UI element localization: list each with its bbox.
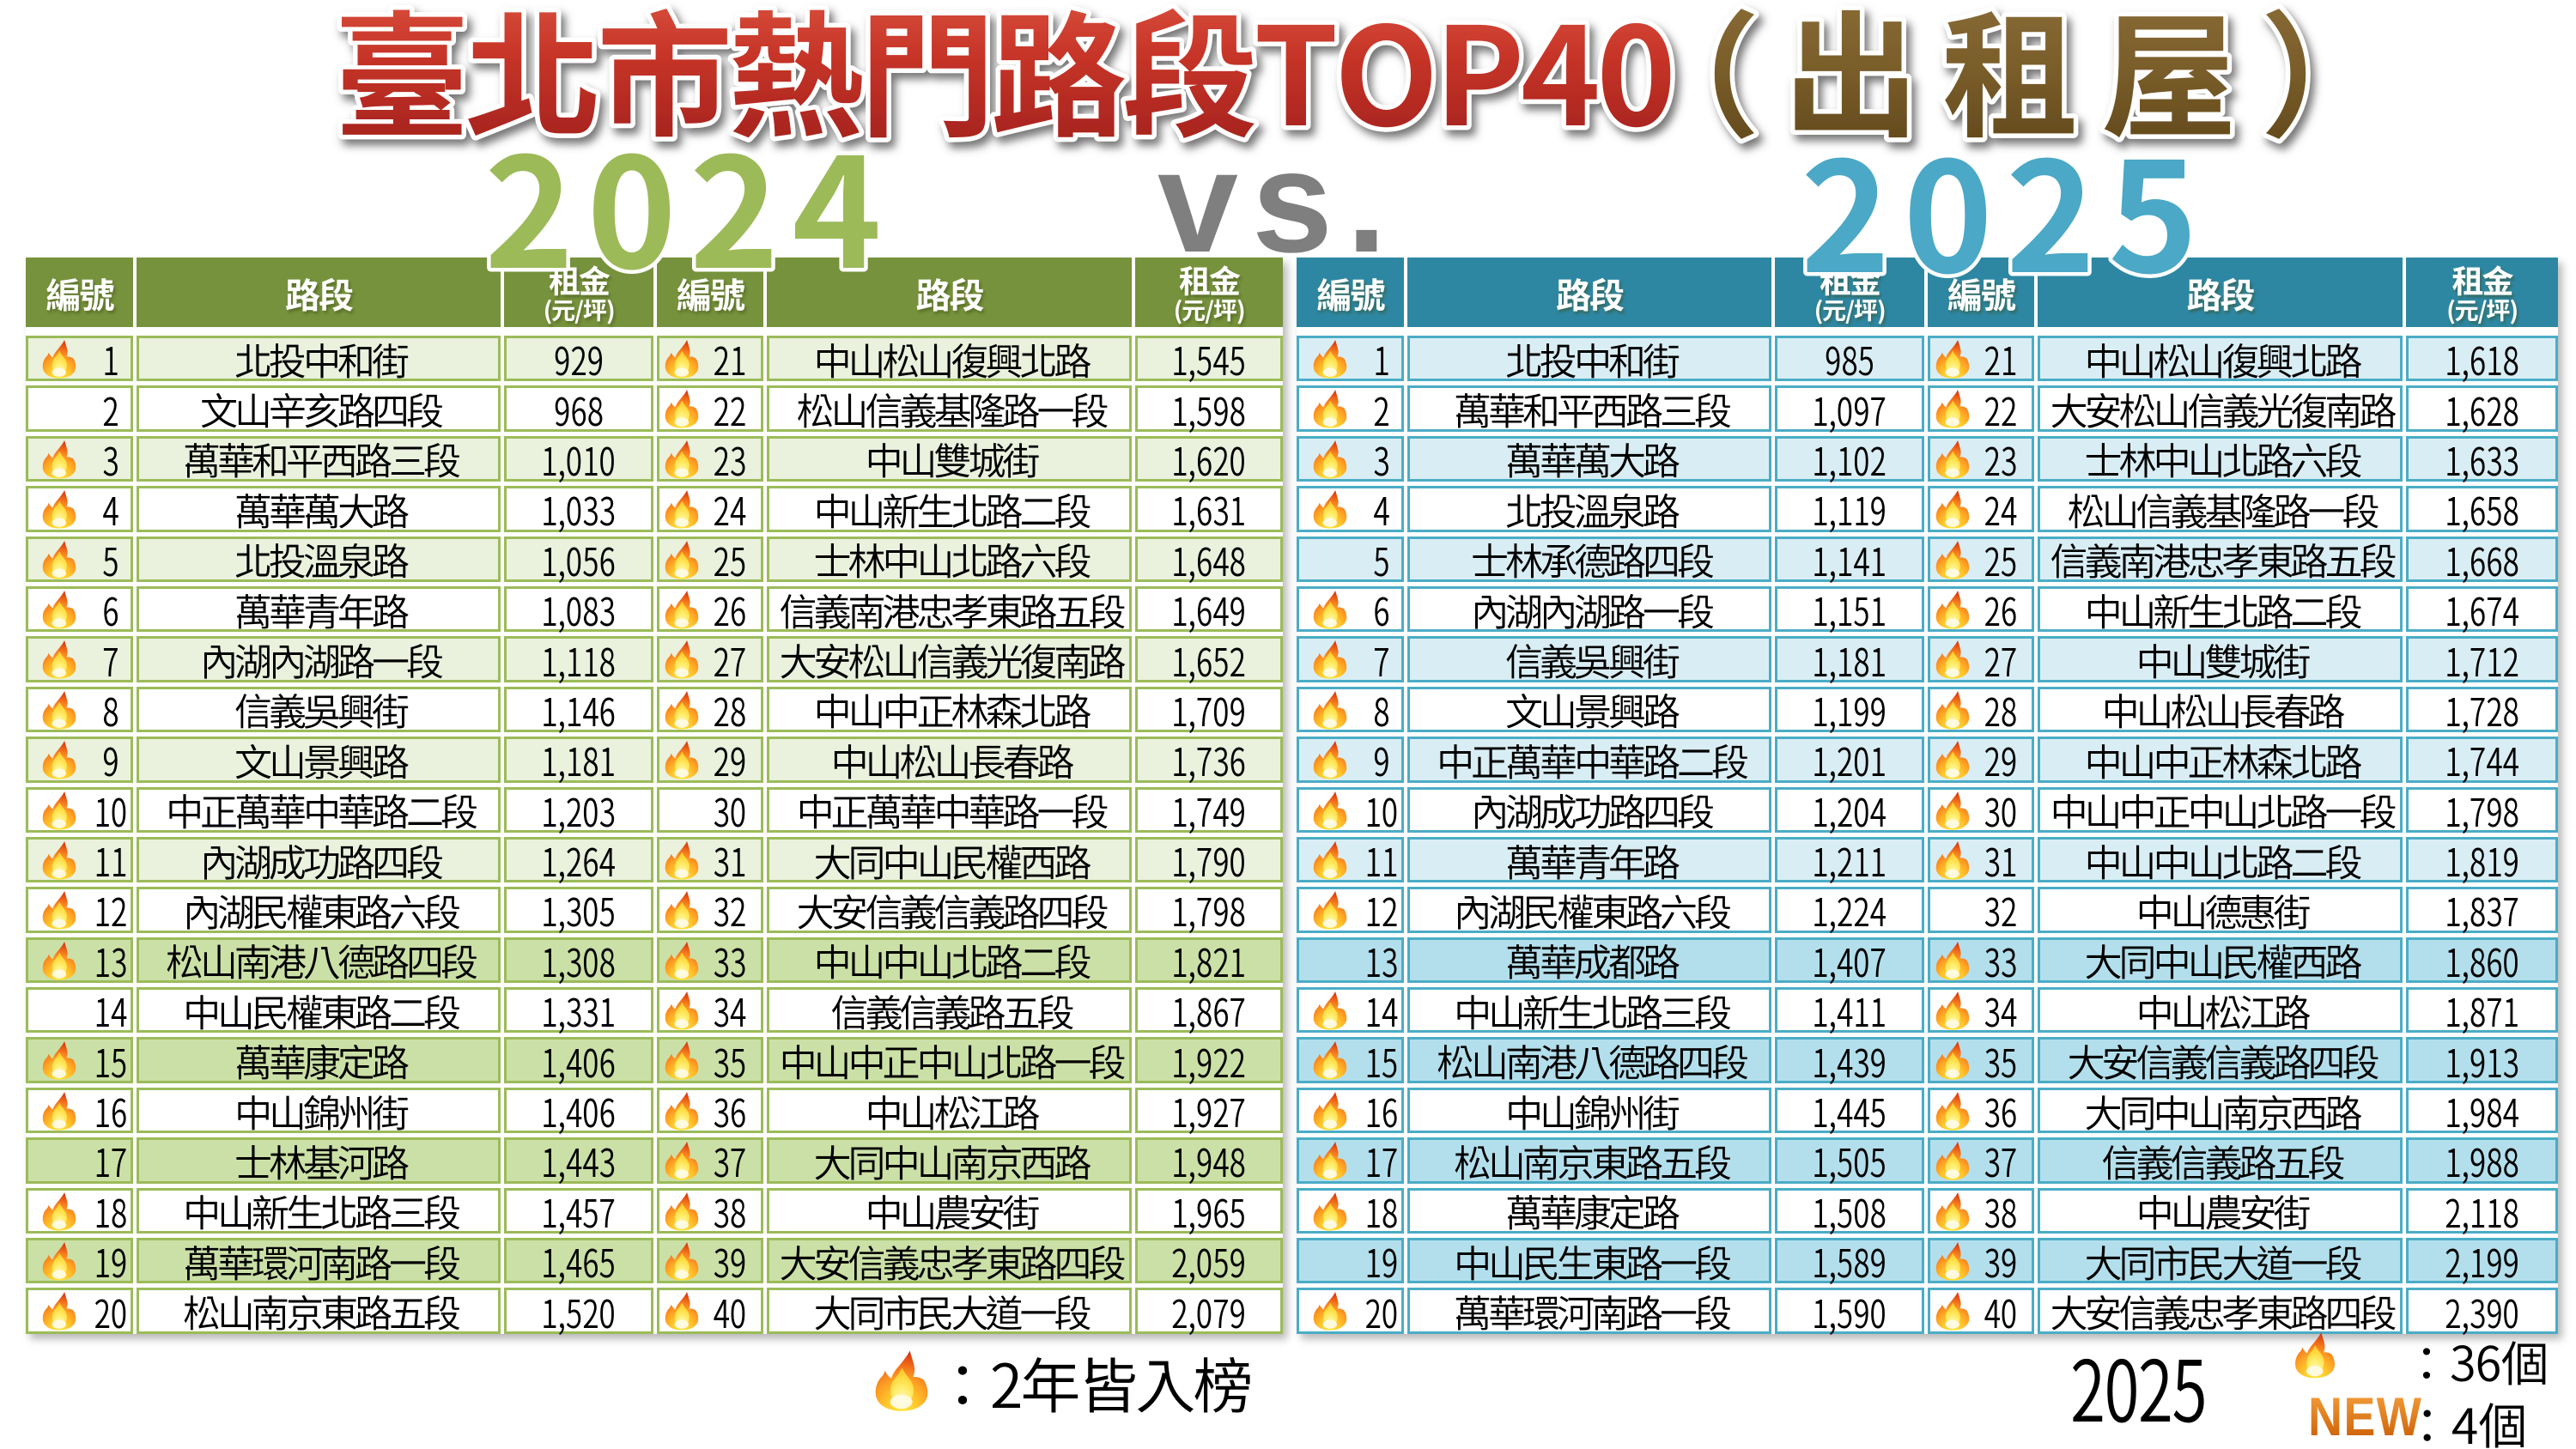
- svg-text:vs.: vs.: [1157, 120, 1400, 282]
- svg-text:2025: 2025: [1801, 96, 2211, 300]
- svg-text:臺北市熱門路段TOP40（出租屋）: 臺北市熱門路段TOP40（出租屋）: [334, 0, 2419, 165]
- svg-text:2024: 2024: [484, 92, 895, 300]
